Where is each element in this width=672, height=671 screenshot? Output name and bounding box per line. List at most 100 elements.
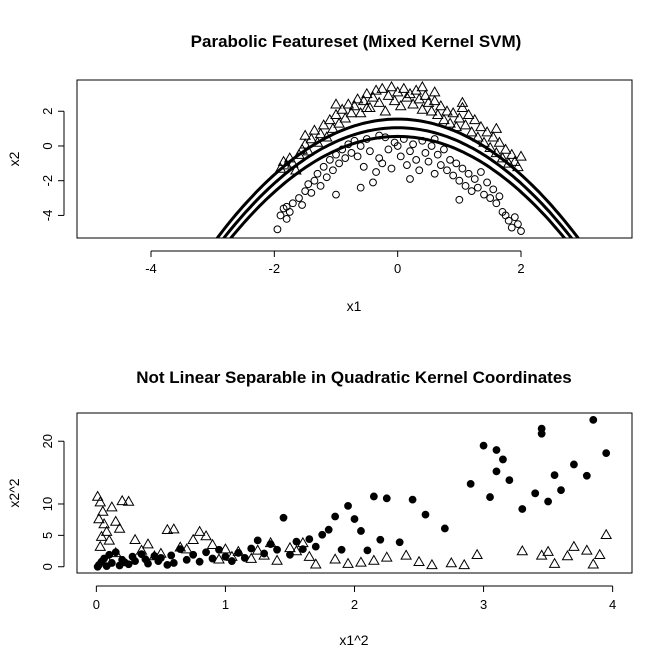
data-point-triangle <box>323 113 336 125</box>
x-tick-label: -4 <box>145 261 157 276</box>
data-point-triangle <box>568 540 580 551</box>
data-point-triangle <box>293 148 305 159</box>
data-point-circle <box>418 136 427 145</box>
data-point-filled <box>169 559 178 567</box>
data-point-triangle <box>496 152 509 163</box>
data-point-circle <box>433 150 442 159</box>
bottom-plot-frame <box>76 412 633 574</box>
data-point-triangle <box>245 552 258 563</box>
bottom-y-axis: 0 5 10 20 <box>40 434 65 570</box>
data-point-triangle <box>465 126 478 137</box>
data-point-triangle <box>471 548 483 560</box>
data-point-circle <box>298 201 306 209</box>
data-point-triangle <box>428 86 441 97</box>
data-point-triangle <box>336 103 349 114</box>
data-point-triangle <box>286 157 299 168</box>
data-point-circle <box>341 154 350 163</box>
bottom-x-axis-label: x1^2 <box>339 632 368 648</box>
data-point-triangle <box>535 549 548 560</box>
data-point-triangle <box>277 155 290 166</box>
data-point-triangle <box>94 496 107 507</box>
data-point-circle <box>338 145 347 154</box>
data-point-triangle <box>303 550 316 561</box>
data-point-filled <box>344 501 352 510</box>
data-point-circle <box>304 180 313 189</box>
data-point-filled <box>337 545 346 554</box>
data-point-circle <box>307 188 316 197</box>
data-point-triangle <box>200 529 212 541</box>
data-point-filled <box>292 537 301 546</box>
boundary-curve <box>215 117 581 238</box>
data-point-circle <box>510 213 519 222</box>
data-point-triangle <box>426 558 438 570</box>
data-point-triangle <box>587 558 600 569</box>
data-point-circle <box>406 175 414 183</box>
data-point-triangle <box>499 143 512 154</box>
data-point-circle <box>384 145 393 154</box>
data-point-circle <box>464 169 473 178</box>
decision-boundary <box>215 117 581 238</box>
data-point-filled <box>176 545 185 554</box>
x-tick-label: 4 <box>609 597 616 612</box>
data-point-circle <box>473 183 482 192</box>
data-point-filled <box>570 460 578 469</box>
data-point-circle <box>504 216 513 225</box>
data-point-filled <box>537 429 546 438</box>
data-point-circle <box>332 190 340 199</box>
data-point-circle <box>409 140 417 149</box>
data-point-filled <box>582 471 591 480</box>
data-point-circle <box>369 178 377 187</box>
x-tick-label: 2 <box>351 597 358 612</box>
x-tick-label: 1 <box>222 597 229 612</box>
data-point-circle <box>517 227 525 235</box>
data-point-filled <box>234 549 243 557</box>
data-point-triangle <box>515 150 527 161</box>
data-point-triangle <box>122 495 135 506</box>
data-point-triangle <box>459 119 472 130</box>
data-point-triangle <box>376 82 389 93</box>
data-point-circle <box>375 131 384 140</box>
data-point-filled <box>105 550 114 559</box>
data-point-triangle <box>187 533 200 544</box>
data-point-circle <box>359 162 368 171</box>
data-point-filled <box>137 550 146 559</box>
data-point-filled <box>466 480 475 488</box>
data-point-circle <box>436 161 445 169</box>
data-point-circle <box>362 135 371 143</box>
data-point-triangle <box>425 105 438 116</box>
top-y-axis-label: x2 <box>6 151 22 166</box>
data-point-triangle <box>490 122 503 133</box>
data-point-triangle <box>416 103 429 114</box>
data-point-triangle <box>95 530 108 541</box>
data-point-filled <box>221 552 230 561</box>
data-point-filled <box>215 545 223 554</box>
data-point-triangle <box>98 518 110 529</box>
bottom-y-axis-label: x2^2 <box>6 478 22 507</box>
data-point-triangle <box>419 89 432 100</box>
data-point-triangle <box>274 162 287 173</box>
data-point-triangle <box>251 544 264 555</box>
data-point-triangle <box>367 554 380 565</box>
data-point-filled <box>602 449 611 458</box>
data-point-filled <box>156 554 165 562</box>
data-point-triangle <box>593 548 606 560</box>
data-point-filled <box>376 535 385 544</box>
data-point-triangle <box>394 100 407 111</box>
data-point-filled <box>479 441 488 450</box>
data-point-filled <box>382 494 391 503</box>
data-point-filled <box>163 560 172 569</box>
data-point-circle <box>350 136 359 145</box>
data-point-circle <box>480 190 488 199</box>
data-point-circle <box>440 145 448 154</box>
data-point-circle <box>378 159 387 168</box>
data-point-circle <box>430 135 439 143</box>
data-point-triangle <box>447 106 460 118</box>
data-point-triangle <box>360 101 373 113</box>
data-point-circle <box>452 159 461 168</box>
data-point-triangle <box>508 155 521 166</box>
data-point-circle <box>514 220 522 229</box>
data-point-triangle <box>404 87 416 99</box>
data-point-filled <box>286 550 294 559</box>
data-point-triangle <box>471 131 484 142</box>
data-point-triangle <box>339 112 352 123</box>
